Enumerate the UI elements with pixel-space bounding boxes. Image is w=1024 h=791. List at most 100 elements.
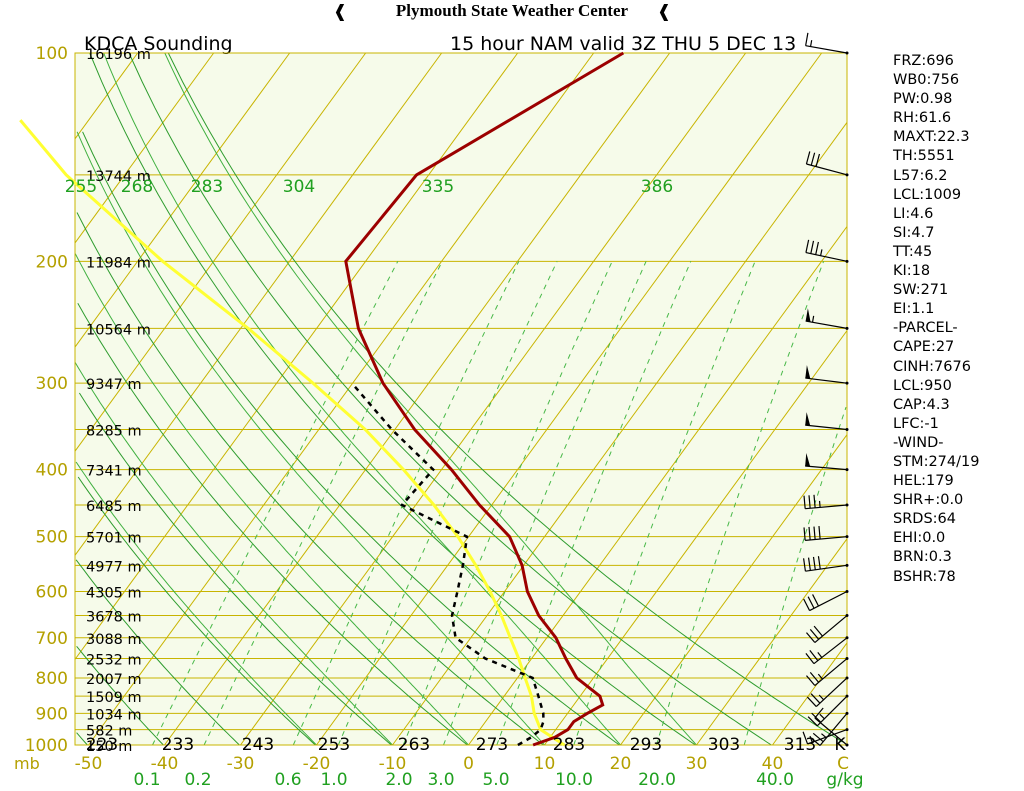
- wind-barb: [805, 453, 849, 472]
- wind-barb-station: [845, 468, 849, 472]
- theta-e-label: 283: [191, 177, 223, 197]
- mixing-ratio-line: [152, 261, 399, 746]
- wind-barb: [805, 151, 849, 177]
- wind-barb-staff: [814, 717, 848, 746]
- wind-barb-station: [845, 51, 849, 55]
- wind-barb: [806, 657, 849, 686]
- wind-barb-station: [845, 427, 849, 431]
- mixing-ratio-line: [573, 261, 756, 746]
- wind-barb-station: [845, 563, 849, 567]
- wind-barb-full: [805, 151, 811, 165]
- temperature-tick-label: 30: [686, 754, 708, 774]
- isotherm-line: [696, 538, 848, 746]
- moist-adiabat-line: [76, 131, 545, 746]
- indices-panel: FRZ:696 WB0:756 PW:0.98 RH:61.6 MAXT:22.3 TH:…: [893, 52, 1021, 587]
- wind-barb-staff: [814, 615, 848, 643]
- dry-adiabat-line: [78, 392, 392, 746]
- mixing-ratio-label: 1.0: [320, 770, 347, 790]
- mixing-ratio-label: 5.0: [482, 770, 509, 790]
- mixing-ratio-label: 20.0: [638, 770, 676, 790]
- dry-adiabat-line: [75, 559, 240, 746]
- isotherm-line: [544, 330, 848, 746]
- dry-adiabat-line: [167, 52, 843, 743]
- index-item: SI:4.7: [893, 224, 935, 241]
- wind-barb-staff: [819, 712, 848, 746]
- temperature-profile-line: [344, 51, 625, 747]
- wind-barb-full: [807, 596, 815, 609]
- wind-barb: [809, 711, 849, 746]
- height-label: 6485 m: [86, 499, 142, 515]
- theta-label: 253: [318, 735, 350, 755]
- height-label: 11984 m: [86, 255, 151, 271]
- wind-barb-full: [813, 625, 823, 637]
- wind-barb-half: [820, 249, 823, 256]
- wind-barb-full: [815, 153, 821, 167]
- wind-barb-full: [810, 240, 815, 254]
- wind-barb-full: [805, 239, 810, 253]
- pressure-tick-label: 1000: [25, 736, 68, 756]
- wind-barb-staff: [805, 45, 848, 54]
- index-item: LFC:-1: [893, 415, 939, 432]
- wind-barb-station: [845, 694, 849, 698]
- wind-barb-full: [803, 558, 807, 572]
- mixing-ratio-line: [655, 261, 825, 746]
- wind-barb-staff: [809, 590, 848, 612]
- wind-barb-full: [803, 598, 811, 611]
- wind-barb-full: [817, 556, 821, 570]
- pressure-tick-label: 500: [36, 528, 68, 548]
- wind-barb-pennant: [805, 365, 811, 379]
- wind-barb-staff: [805, 424, 848, 431]
- height-label: 3678 m: [86, 610, 142, 626]
- wind-barb-staff: [805, 504, 848, 510]
- isotherm-line: [468, 226, 848, 746]
- mixing-ratio-label: 3.0: [427, 770, 454, 790]
- temperature-tick-label: 40: [762, 754, 784, 774]
- isotherm-line: [620, 434, 848, 746]
- dry-adiabat-line: [76, 212, 544, 746]
- mixing-ratio-line: [292, 261, 520, 746]
- wind-barb: [805, 365, 849, 385]
- index-item: EHI:0.0: [893, 530, 946, 547]
- index-item: -WIND-: [893, 434, 944, 451]
- wind-barb-pennant: [805, 308, 811, 322]
- theta-e-label: 268: [121, 177, 153, 197]
- moist-adiabat-line: [164, 52, 697, 746]
- wind-barb-half: [817, 673, 823, 680]
- isotherm-line: [392, 122, 848, 746]
- mixing-ratio-line: [203, 261, 443, 746]
- index-item: CINH:7676: [893, 358, 971, 375]
- height-label: 2532 m: [86, 653, 142, 669]
- index-item: CAP:4.3: [893, 396, 950, 413]
- parcel-profile-line: [19, 119, 566, 747]
- pressure-unit-label: mb: [14, 754, 40, 773]
- wind-barb: [814, 707, 849, 747]
- index-item: SHR+:0.0: [893, 492, 964, 509]
- index-item: SW:271: [893, 282, 949, 299]
- dry-adiabat-line: [76, 645, 164, 746]
- wind-barb-station: [845, 636, 849, 640]
- tornado-icon: ❰: [657, 2, 672, 22]
- wind-barb-station: [845, 535, 849, 539]
- index-item: WB0:756: [893, 72, 960, 89]
- wind-barb-full: [813, 494, 816, 508]
- theta-e-label: 386: [641, 177, 673, 197]
- theta-e-label: 304: [283, 177, 315, 197]
- height-label: 7341 m: [86, 464, 142, 480]
- temperature-unit-label: C: [837, 754, 849, 774]
- wind-barb: [805, 412, 849, 431]
- wind-barb-staff: [813, 637, 848, 665]
- pressure-tick-label: 400: [36, 461, 68, 481]
- index-item: KI:18: [893, 263, 931, 280]
- wind-barb-staff: [805, 465, 848, 471]
- dry-adiabat-line: [76, 732, 88, 746]
- wind-barb-full: [807, 557, 811, 571]
- theta-label: 273: [476, 735, 508, 755]
- wind-barb-full: [809, 649, 819, 661]
- wind-barb-pennant: [805, 453, 811, 467]
- wind-barb-station: [845, 728, 849, 732]
- index-item: EI:1.1: [893, 301, 935, 318]
- wind-barb-half: [809, 40, 813, 47]
- wind-barb-full: [805, 653, 815, 665]
- wind-barb-staff: [816, 695, 848, 727]
